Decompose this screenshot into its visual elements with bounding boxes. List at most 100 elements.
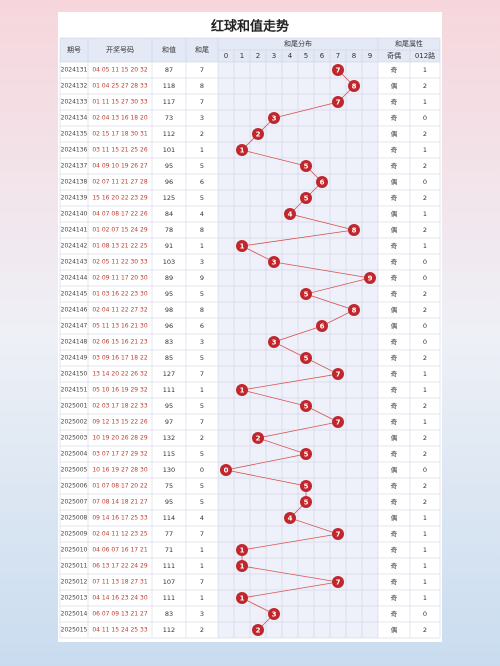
route: 2 [423,130,427,138]
header-cell: 和尾 [195,45,209,54]
parity: 奇 [391,449,398,458]
tail-ball [252,432,264,444]
period: 2024142 [61,243,88,250]
parity: 偶 [391,513,398,522]
sum: 87 [165,66,173,74]
tail-ball-label: 5 [304,403,309,411]
numbers: 13 14 20 22 26 32 [92,371,148,378]
sum: 95 [165,162,173,170]
tail-ball-label: 8 [352,307,357,315]
parity: 奇 [391,193,398,202]
period: 2024148 [61,339,88,346]
period: 2024133 [61,99,88,106]
numbers: 01 03 16 22 23 30 [92,291,148,298]
numbers: 01 04 25 27 28 33 [92,83,148,90]
parity: 奇 [391,369,398,378]
route: 2 [423,402,427,410]
tail-ball [220,464,232,476]
parity: 奇 [391,337,398,346]
sum: 130 [163,466,175,474]
parity: 偶 [391,321,398,330]
tail: 2 [200,130,204,138]
period: 2025012 [61,579,88,586]
sum: 132 [163,434,175,442]
header-cell: 期号 [67,46,81,54]
tail-ball-label: 3 [272,115,277,123]
parity: 奇 [391,289,398,298]
digit-header: 7 [336,52,340,60]
numbers: 01 11 15 27 30 33 [92,99,148,106]
tail: 4 [200,210,204,218]
sum: 77 [165,530,173,538]
route: 0 [423,274,427,282]
sum: 115 [163,450,175,458]
period: 2024151 [61,387,88,394]
tail-ball [332,528,344,540]
tail: 1 [200,146,204,154]
period: 2025005 [61,467,88,474]
parity: 偶 [391,433,398,442]
period: 2024147 [61,323,88,330]
numbers: 04 11 15 24 25 33 [92,627,148,634]
tail-ball [300,192,312,204]
sum: 98 [165,306,173,314]
parity: 奇 [391,161,398,170]
numbers: 02 09 11 17 20 30 [92,275,148,282]
tail: 2 [200,626,204,634]
parity: 偶 [391,81,398,90]
period: 2024143 [61,259,88,266]
parity: 奇 [391,561,398,570]
tail-ball-label: 5 [304,483,309,491]
route: 1 [423,594,427,602]
sum: 114 [163,514,175,522]
tail: 5 [200,194,204,202]
period: 2025002 [61,419,88,426]
tail-ball [236,544,248,556]
digit-header: 3 [272,52,276,60]
tail-ball [236,240,248,252]
route: 1 [423,514,427,522]
sum: 71 [165,546,173,554]
route: 0 [423,258,427,266]
numbers: 06 07 09 13 21 27 [92,611,148,618]
tail: 2 [200,434,204,442]
tail-ball [364,272,376,284]
parity: 奇 [391,65,398,74]
tail-ball [332,96,344,108]
tail-ball-label: 2 [256,627,261,635]
digit-header: 5 [304,52,308,60]
route: 2 [423,354,427,362]
parity: 奇 [391,257,398,266]
period: 2024138 [61,179,88,186]
sum: 118 [163,82,175,90]
period: 2024140 [61,211,88,218]
route: 1 [423,562,427,570]
numbers: 02 15 17 18 30 31 [92,131,148,138]
route: 2 [423,482,427,490]
sum: 103 [163,258,175,266]
tail: 3 [200,338,204,346]
tail-ball-label: 2 [256,131,261,139]
period: 2024132 [61,83,88,90]
numbers: 04 06 07 16 17 21 [92,547,148,554]
tail-ball-label: 5 [304,195,309,203]
sum: 85 [165,354,173,362]
route: 1 [423,210,427,218]
numbers: 01 02 07 15 24 29 [92,227,148,234]
tail-ball-label: 5 [304,355,309,363]
parity: 偶 [391,625,398,634]
parity: 奇 [391,529,398,538]
tail-ball-label: 3 [272,339,277,347]
tail-ball-label: 7 [336,67,341,75]
route: 2 [423,498,427,506]
tail: 9 [200,274,204,282]
numbers: 09 14 16 17 25 33 [92,515,148,522]
period: 2025007 [61,499,88,506]
route: 1 [423,530,427,538]
tail-ball [348,80,360,92]
digit-header: 1 [240,52,244,60]
tail-ball-label: 7 [336,371,341,379]
sum: 127 [163,370,175,378]
